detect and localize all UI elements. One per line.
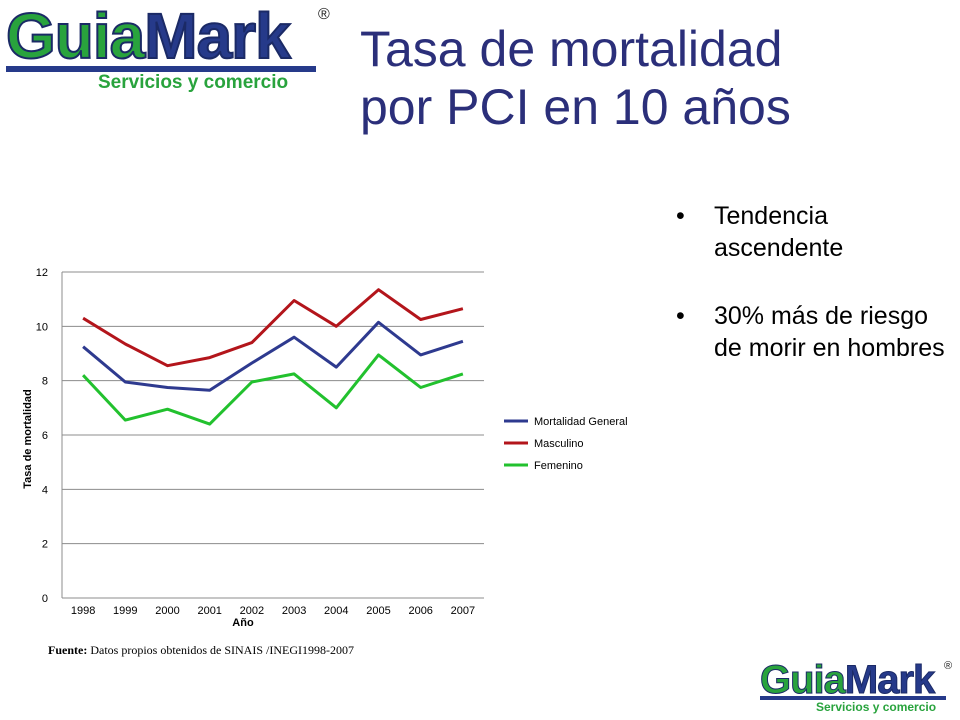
x-tick-label: 2007	[451, 605, 475, 617]
logo-tagline: Servicios y comercio	[816, 700, 937, 714]
x-tick-label: 2002	[240, 605, 264, 617]
logo-bottom: GuiaMark Servicios y comercio ®	[760, 658, 956, 716]
registered-mark: ®	[318, 6, 330, 23]
slide-title: Tasa de mortalidad por PCI en 10 años	[360, 20, 920, 136]
x-tick-label: 2001	[197, 605, 221, 617]
logo-wordmark: GuiaMark	[760, 658, 936, 703]
source-note: Fuente: Datos propios obtenidos de SINAI…	[48, 643, 354, 658]
source-text: Datos propios obtenidos de SINAIS /INEGI…	[90, 643, 354, 657]
x-axis-title: Año	[232, 617, 254, 629]
bullet-marker: •	[676, 302, 685, 330]
x-tick-label: 1999	[113, 605, 137, 617]
x-tick-label: 2005	[366, 605, 390, 617]
bullet-item: • Tendencia ascendente	[676, 200, 946, 264]
legend-label: Masculino	[534, 438, 584, 450]
bullet-item: • 30% más de riesgo de morir en hombres	[676, 300, 946, 364]
registered-mark: ®	[944, 660, 953, 672]
y-axis-title: Tasa de mortalidad	[22, 389, 34, 488]
y-tick-label: 0	[42, 593, 48, 605]
legend-label: Femenino	[534, 460, 583, 472]
title-line-1: Tasa de mortalidad	[360, 21, 783, 77]
y-tick-label: 4	[42, 484, 48, 496]
y-tick-label: 8	[42, 376, 48, 388]
bullet-text: Tendencia ascendente	[714, 202, 844, 262]
x-tick-label: 2003	[282, 605, 306, 617]
bullet-text: 30% más de riesgo de morir en hombres	[714, 302, 945, 362]
x-tick-label: 2006	[408, 605, 432, 617]
series-line	[82, 320, 464, 392]
series-line	[82, 288, 464, 368]
y-tick-label: 10	[36, 321, 48, 333]
y-tick-label: 6	[42, 430, 48, 442]
series-line	[82, 353, 464, 426]
logo-wordmark: GuiaMark	[5, 0, 292, 73]
x-tick-label: 2000	[155, 605, 179, 617]
title-line-2: por PCI en 10 años	[360, 79, 791, 135]
legend-label: Mortalidad General	[534, 416, 628, 428]
y-tick-label: 2	[42, 539, 48, 551]
x-tick-label: 2004	[324, 605, 348, 617]
source-label: Fuente:	[48, 643, 88, 657]
bullet-list: • Tendencia ascendente • 30% más de ries…	[676, 200, 946, 400]
bullet-marker: •	[676, 202, 685, 230]
x-tick-label: 1998	[71, 605, 95, 617]
logo-underline	[760, 696, 946, 700]
logo-tagline: Servicios y comercio	[98, 72, 289, 93]
line-chart: 0 2 4 6 8 10 12 1998 1999 2000 2001 2002 2003 2004 200…	[22, 267, 628, 629]
y-tick-label: 12	[36, 267, 48, 279]
logo-top: GuiaMark Servicios y comercio ®	[5, 0, 336, 96]
logo-underline	[6, 66, 316, 72]
